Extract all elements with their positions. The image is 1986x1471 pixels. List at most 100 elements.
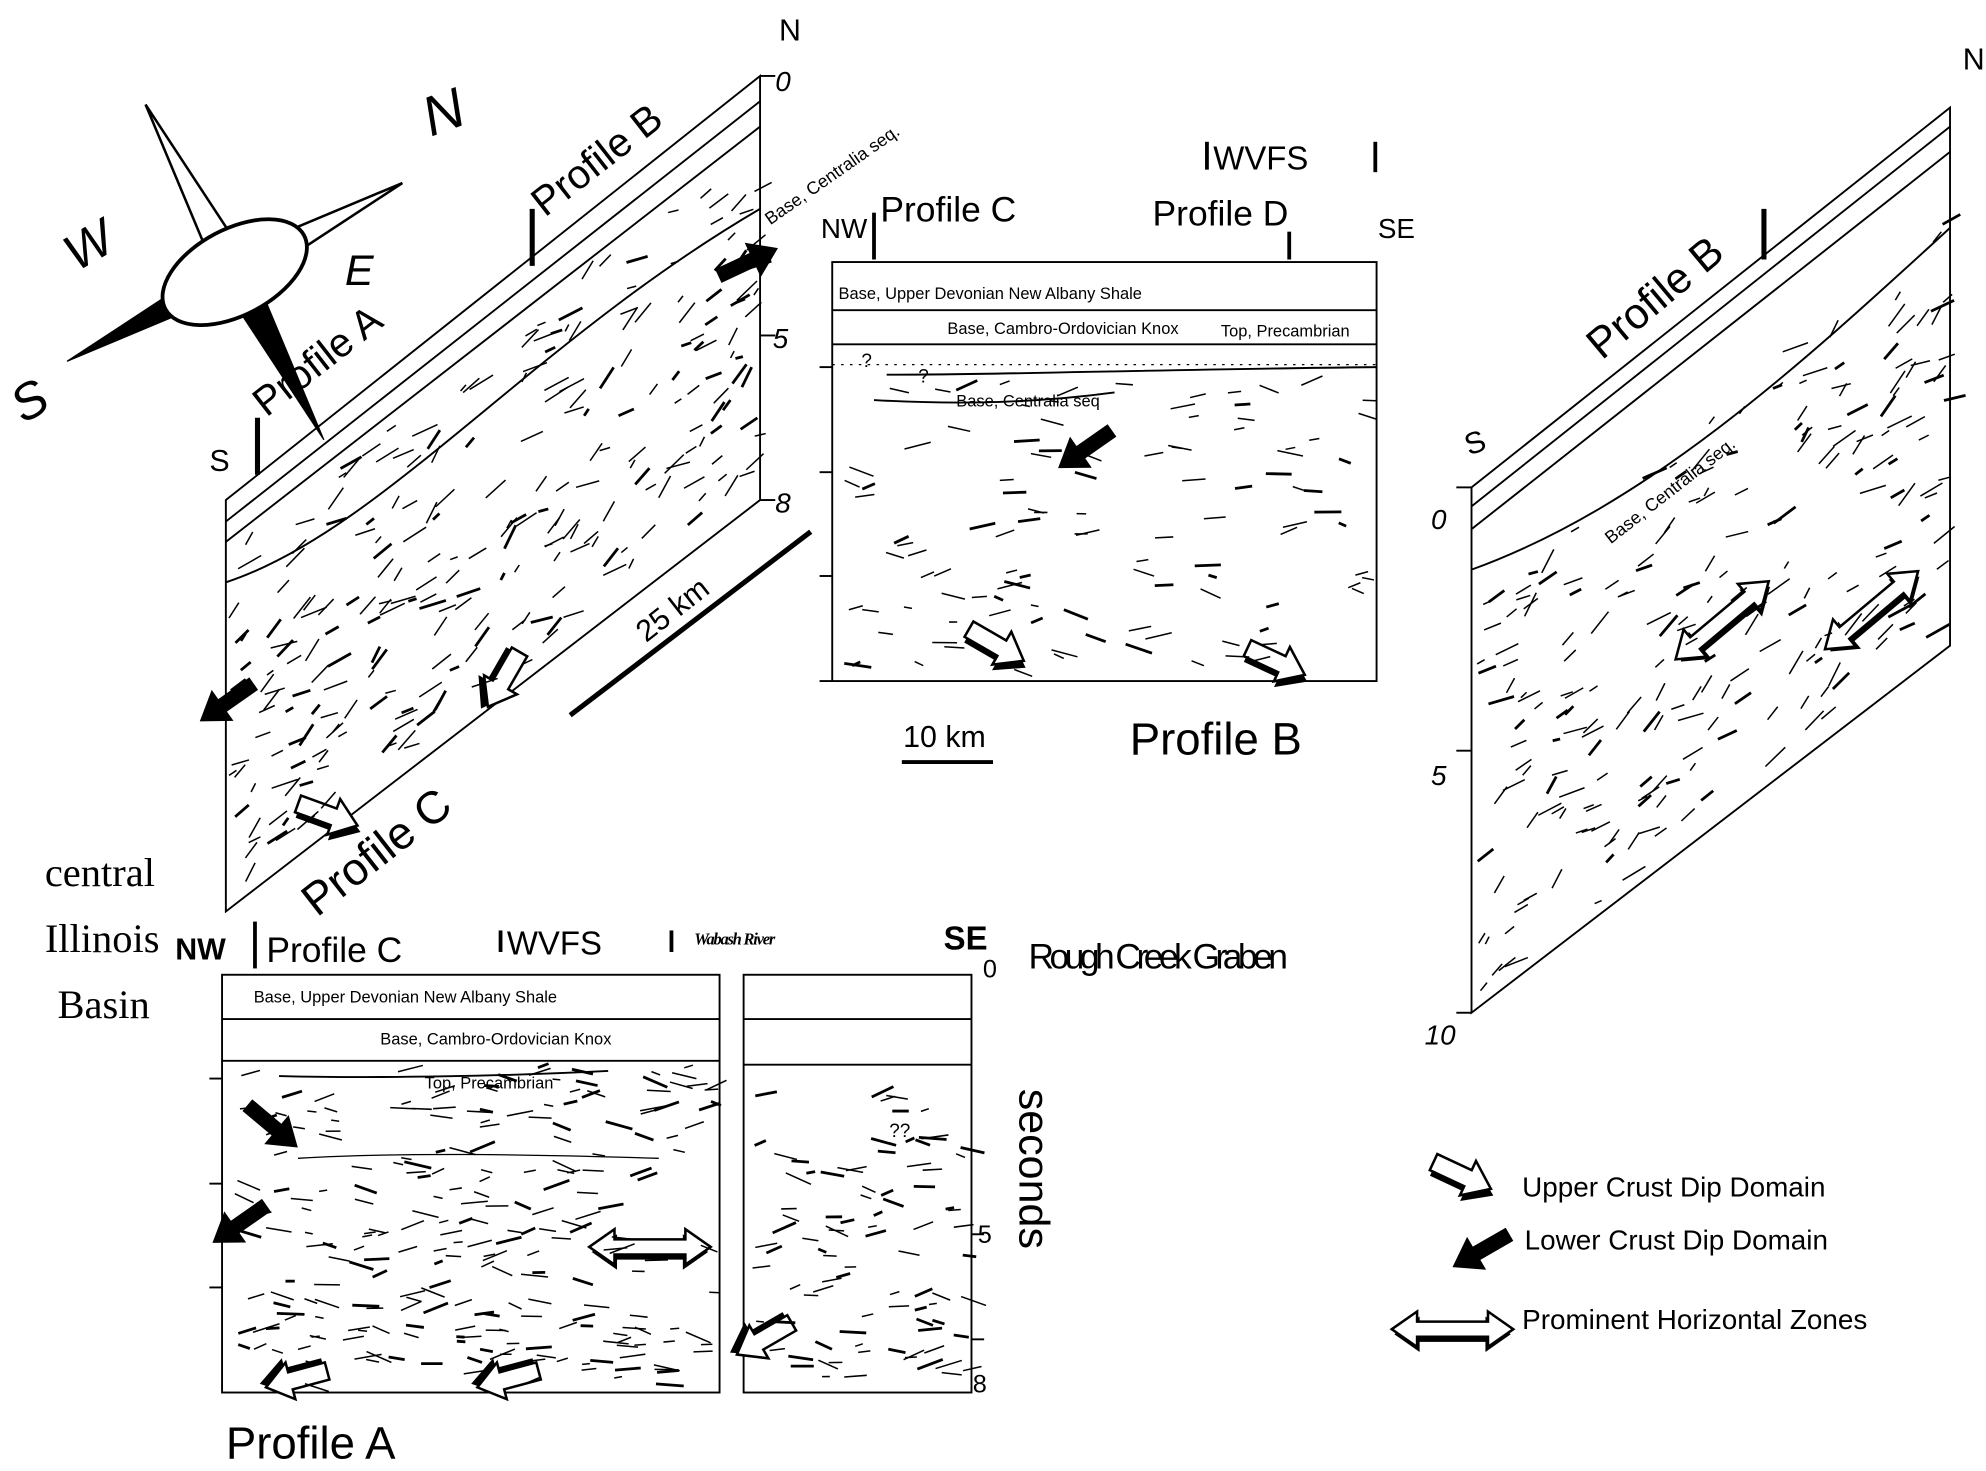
reflector [267,670,273,675]
reflector [1134,569,1155,576]
reflector [712,402,725,421]
reflector [1860,485,1886,493]
reflector [711,426,722,434]
reflector [592,536,598,546]
reflector [1155,537,1173,538]
reflector [921,1109,929,1112]
reflector [421,1288,444,1297]
reflector [904,442,930,449]
reflector [576,1081,598,1086]
reflector [1726,532,1748,537]
reflector [1944,395,1966,400]
depth-tick: 8 [775,488,791,519]
reflector [731,351,735,358]
reflector [1628,832,1639,849]
reflector [659,476,671,498]
reflector [286,707,294,711]
reflector [522,330,539,348]
reflector [673,1150,684,1153]
reflector [481,1120,490,1123]
reflector [534,333,553,340]
reflector [603,564,626,575]
reflector [401,1302,421,1311]
reflector [889,1306,909,1307]
reflector [590,443,602,460]
reflector [265,688,285,694]
scale-label: 10 km [903,720,986,754]
region-label: central [45,850,155,895]
reflector [1539,572,1557,584]
reflector [1799,380,1806,383]
reflector [866,1231,886,1237]
reflector [417,712,435,726]
reflector [398,1065,423,1071]
reflector [1591,822,1610,831]
reflector [564,1101,578,1104]
reflector [1000,479,1014,480]
reflector [319,1134,342,1140]
reflector [474,1192,489,1198]
reflector [754,182,771,191]
reflector [343,1336,364,1340]
reflector [684,477,704,488]
reflector [1847,405,1867,415]
reflector [412,1211,438,1218]
reflector [454,1242,463,1243]
reflector [515,565,520,572]
reflector [672,371,679,380]
reflector [1260,628,1269,631]
reflector [418,1176,431,1178]
reflector [1000,381,1010,385]
reflector [1609,829,1619,843]
reflector [440,1231,462,1235]
reflector [1832,384,1851,389]
reflector [1527,812,1538,827]
reflector [315,1094,335,1102]
reflector [1882,430,1889,435]
reflector [1494,787,1506,804]
reflector [915,1289,932,1297]
reflector [783,1215,799,1221]
reflector [1656,683,1665,700]
reflector [693,1351,712,1352]
reflector [315,1317,323,1319]
reflector [915,662,924,666]
reflector [507,1230,521,1232]
reflector [400,1291,425,1297]
reflector [1489,697,1515,704]
reflector [1195,565,1221,566]
reflector [1653,776,1667,792]
reflector [770,1349,785,1351]
query-label: ? [861,351,872,372]
reflector [1168,446,1191,451]
reflector [1190,394,1206,398]
reflector [1815,658,1822,663]
reflector [275,1113,286,1116]
reflector [948,426,970,431]
reflector [469,548,486,558]
reflector [1064,610,1088,619]
reflector [475,627,489,646]
reflector [678,296,683,302]
reflector [1671,705,1684,709]
reflector [598,1204,623,1209]
reflector [538,1064,549,1068]
reflector [1853,435,1865,454]
reflector [645,1260,668,1261]
reflector [1876,553,1887,557]
direction-label: S [209,444,229,478]
reflector [954,1335,969,1337]
reflector [1004,582,1030,589]
reflector [1768,579,1790,594]
reflector [679,303,695,323]
reflector [878,632,893,634]
reflector [403,527,426,542]
reflector [1735,488,1748,495]
reflector [600,367,614,388]
reflector [428,554,440,562]
reflector [1784,562,1788,569]
reflector [255,732,270,737]
reflector [544,1104,553,1106]
reflector [389,1357,405,1360]
reflector [647,1090,671,1091]
